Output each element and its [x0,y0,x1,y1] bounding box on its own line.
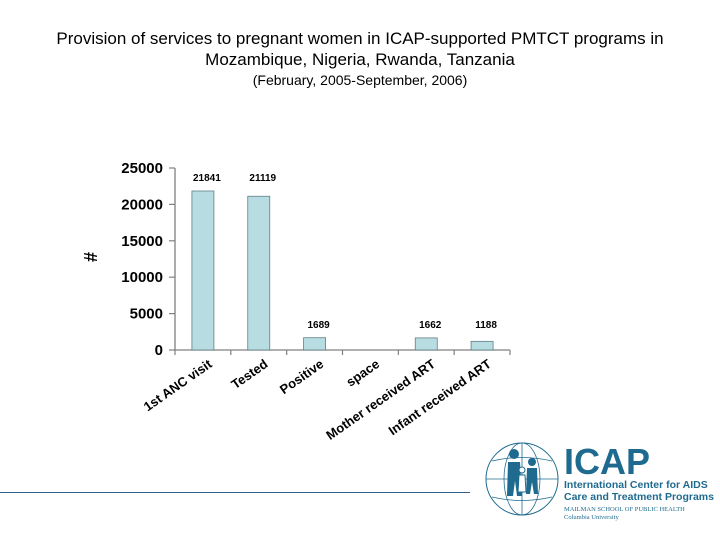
family-figures-icon [507,449,538,496]
icap-logo: ICAP International Center for AIDS Care … [485,441,714,521]
bar [191,190,215,351]
y-tick-label: 25000 [121,160,163,177]
data-label: 1188 [475,320,497,331]
logo-line1: International Center for AIDS [564,479,708,491]
y-tick-label: 15000 [121,233,163,250]
y-tick-label: 0 [155,342,163,359]
y-tick-label: 20000 [121,196,163,213]
chart-subtitle: (February, 2005-September, 2006) [252,72,468,88]
logo-name: ICAP [564,441,650,482]
footer-divider [0,492,470,493]
bar [247,195,271,351]
x-category-label: space [343,356,382,389]
chart-title-line1: Provision of services to pregnant women … [56,29,664,48]
logo-line2: Care and Treatment Programs [564,491,714,503]
x-category-label: Infant received ART [386,356,494,438]
data-label: 21841 [193,173,221,184]
data-labels: 21841 21119 1689 1662 1188 [193,173,497,331]
bar [303,337,326,351]
data-label: 1662 [419,320,442,331]
chart-bars [191,190,494,351]
bar [470,340,494,351]
chart-axes [174,168,511,355]
y-tick-label: 10000 [121,269,163,286]
chart-title-line2: Mozambique, Nigeria, Rwanda, Tanzania [205,50,515,69]
x-category-label: Tested [228,356,270,392]
data-label: 1689 [307,320,330,331]
y-axis-label: # [81,252,101,262]
y-axis-ticks: 0 5000 10000 15000 20000 25000 [121,160,175,359]
y-tick-label: 5000 [130,306,163,323]
logo-line4: Columbia University [564,514,619,521]
x-category-label: 1st ANC visit [141,356,215,414]
data-label: 21119 [249,173,276,184]
logo-line3: MAILMAN SCHOOL OF PUBLIC HEALTH [564,506,685,513]
x-category-label: Positive [277,356,326,397]
bar [414,337,438,351]
chart-title: Provision of services to pregnant women … [0,28,720,70]
